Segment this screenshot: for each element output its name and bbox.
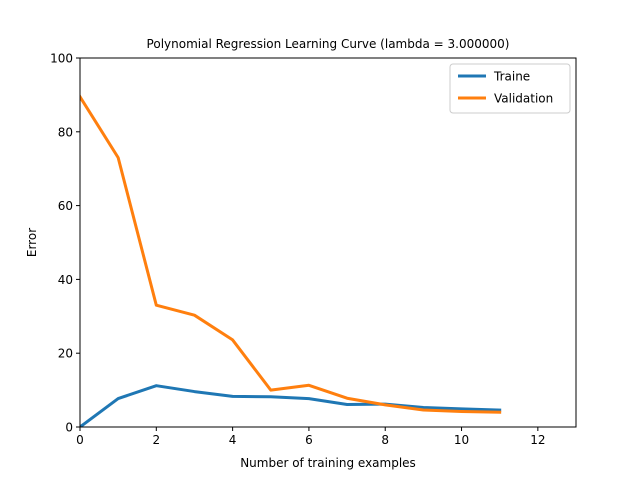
- x-tick-label: 2: [152, 433, 160, 447]
- y-tick-label: 80: [58, 125, 73, 139]
- x-tick-label: 8: [381, 433, 389, 447]
- y-tick-label: 60: [58, 199, 73, 213]
- legend-label-validation: Validation: [494, 92, 553, 106]
- y-tick-label: 0: [65, 421, 73, 435]
- series-line-traine: [80, 384, 502, 427]
- x-tick-label: 6: [305, 433, 313, 447]
- axes-frame: [79, 57, 577, 428]
- series-line-validation: [80, 94, 502, 414]
- y-axis-label: Error: [25, 228, 39, 257]
- x-axis-label: Number of training examples: [240, 456, 416, 470]
- y-tick-label: 40: [58, 273, 73, 287]
- y-tick-label: 100: [50, 52, 73, 66]
- x-tick-label: 4: [229, 433, 237, 447]
- plot-area: 0 2 4 6 8 10 12 0 20 40 60 80 100 Traine Validation: [50, 52, 577, 447]
- chart-title: Polynomial Regression Learning Curve (la…: [147, 37, 510, 51]
- legend-label-traine: Traine: [493, 70, 530, 84]
- legend: Traine Validation: [449, 63, 571, 114]
- x-tick-label: 10: [454, 433, 469, 447]
- y-tick-label: 20: [58, 347, 73, 361]
- x-tick-label: 0: [76, 433, 84, 447]
- x-tick-label: 12: [530, 433, 545, 447]
